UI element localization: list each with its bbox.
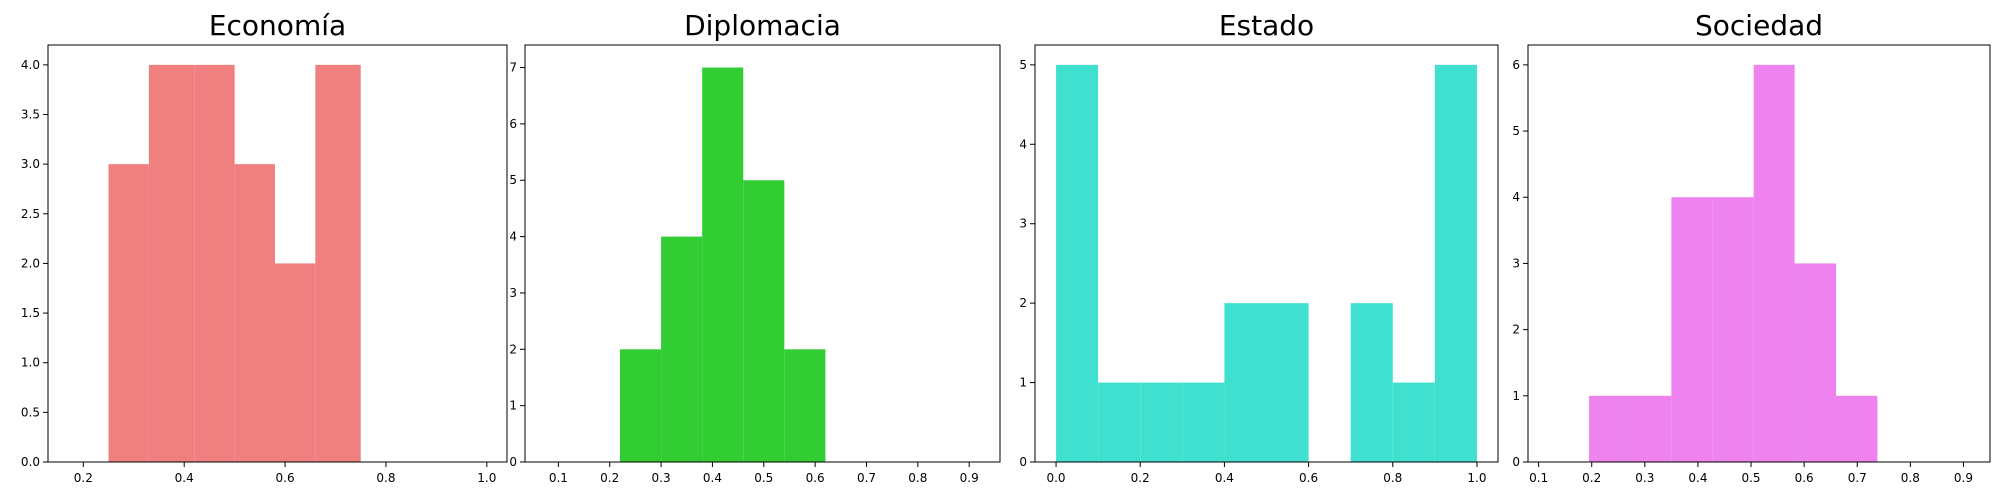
x-tick-label: 0.8 [376,471,395,485]
y-tick-label: 0.5 [21,405,40,419]
histogram-bar [315,64,361,462]
y-tick-label: 5 [1019,58,1027,72]
histogram-bar [1140,382,1183,462]
histogram-panel-4: Sociedad 0.1 0.2 0.3 0.4 0.5 0.6 0.7 0.8 0.9 0 1 2 3 4… [1512,9,1991,485]
histogram-bar [274,263,316,462]
histogram-bar [661,236,703,462]
y-tick-label: 2 [1019,296,1027,310]
axes-frame [1527,44,1991,463]
histogram-bar [784,349,826,462]
x-tick-label: 0.6 [1795,471,1814,485]
y-tick-label: 0.0 [21,455,40,469]
x-tick-label: 0.8 [1383,471,1402,485]
histogram-panel-3: Estado 0.0 0.2 0.4 0.6 0.8 1.0 0 1 2 3 4 5 [1019,9,1499,485]
axes-frame [47,44,508,463]
y-tick-label: 1.5 [21,306,40,320]
y-tick-label: 5 [509,173,517,187]
histogram-bar [702,67,744,463]
y-tick-label: 1 [509,399,517,413]
x-tick-label: 0.7 [857,471,876,485]
y-tick-label: 4 [509,230,517,244]
x-tick-label: 0.1 [1529,471,1548,485]
y-tick-label: 6 [509,117,517,131]
y-tick-label: 1 [1512,389,1520,403]
y-tick-label: 3 [1019,217,1027,231]
y-tick-label: 3 [1512,256,1520,270]
y-tick-label: 4 [1512,190,1520,204]
y-tick-label: 6 [1512,58,1520,72]
y-tick-label: 4.0 [21,58,40,72]
chart-title: Diplomacia [684,9,841,42]
y-tick-label: 4 [1019,137,1027,151]
x-tick-label: 0.6 [276,471,295,485]
histogram-panel-1: Economía 0.2 0.4 0.6 0.8 1.0 0.0 0.5 1.0 1.5 2.0 2.… [21,9,508,485]
y-tick-label: 7 [509,61,517,75]
histogram-bar [1434,64,1477,462]
x-tick-label: 0.5 [1741,471,1760,485]
histogram-bar [1794,263,1836,462]
x-tick-label: 0.3 [1635,471,1654,485]
y-tick-label: 0 [1512,455,1520,469]
x-tick-label: 1.0 [477,471,496,485]
histogram-bar [194,64,235,462]
histogram-bar [743,180,785,463]
x-tick-label: 0.9 [960,471,979,485]
x-tick-label: 0.2 [1582,471,1601,485]
y-tick-label: 5 [1512,124,1520,138]
x-tick-label: 0.4 [1688,471,1707,485]
histogram-bar [1266,303,1309,462]
x-tick-label: 0.8 [1901,471,1920,485]
y-tick-label: 3.5 [21,108,40,122]
y-tick-label: 3 [509,286,517,300]
chart-title: Estado [1219,9,1314,42]
histogram-bar [148,64,195,462]
y-tick-label: 3.0 [21,157,40,171]
x-tick-label: 0.9 [1954,471,1973,485]
y-tick-label: 2 [509,342,517,356]
histogram-bar [1836,395,1878,462]
histogram-bar [1224,303,1267,462]
y-tick-label: 2.5 [21,207,40,221]
x-tick-label: 1.0 [1467,471,1486,485]
chart-title: Economía [209,9,346,42]
histogram-bar [1182,382,1225,462]
histogram-bar [1712,197,1754,462]
histogram-panel-2: Diplomacia 0.1 0.2 0.3 0.4 0.5 0.6 0.7 0.8 0.9 0 1 2… [509,9,1001,485]
histogram-bar [1671,197,1713,462]
x-tick-label: 0.0 [1046,471,1065,485]
x-tick-label: 0.4 [175,471,194,485]
histogram-bar [234,164,275,462]
x-tick-label: 0.2 [74,471,93,485]
histogram-bar [1589,395,1630,462]
chart-title: Sociedad [1695,9,1823,42]
histogram-bar [1392,382,1435,462]
x-tick-label: 0.4 [703,471,722,485]
histogram-bar [620,349,662,462]
y-tick-label: 0 [1019,455,1027,469]
y-tick-label: 1 [1019,376,1027,390]
histogram-bar [1350,303,1393,462]
y-tick-label: 2.0 [21,256,40,270]
histogram-bar [1098,382,1141,462]
y-tick-label: 2 [1512,323,1520,337]
x-tick-label: 0.3 [652,471,671,485]
x-tick-label: 0.7 [1848,471,1867,485]
x-tick-label: 0.6 [1299,471,1318,485]
x-tick-label: 0.6 [806,471,825,485]
y-tick-label: 1.0 [21,356,40,370]
y-tick-label: 0 [509,455,517,469]
x-tick-label: 0.8 [908,471,927,485]
histogram-bar [1753,64,1795,462]
axes-frame [524,44,1001,463]
histogram-bar [1629,395,1672,462]
x-tick-label: 0.5 [754,471,773,485]
histogram-bar [108,164,149,462]
x-tick-label: 0.2 [600,471,619,485]
x-tick-label: 0.1 [549,471,568,485]
histogram-bar [1056,64,1099,462]
axes-frame [1034,44,1499,463]
x-tick-label: 0.4 [1215,471,1234,485]
x-tick-label: 0.2 [1131,471,1150,485]
